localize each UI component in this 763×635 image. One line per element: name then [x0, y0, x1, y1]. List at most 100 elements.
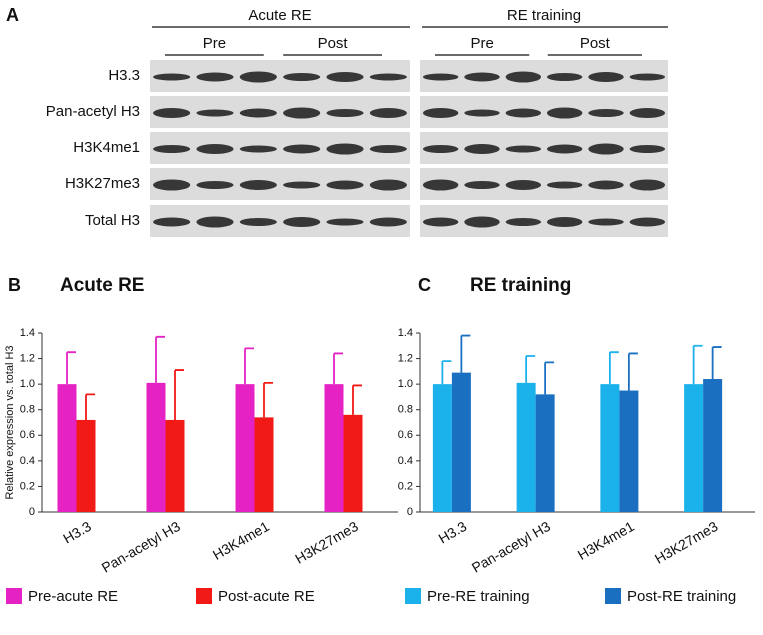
group-title: Acute RE [248, 7, 311, 24]
blot-band [283, 217, 321, 227]
x-tick-label: Pan-acetyl H3 [469, 518, 553, 576]
blot-band [239, 71, 277, 83]
bar [516, 382, 536, 512]
blot-band [283, 144, 321, 154]
x-tick-label: Pan-acetyl H3 [99, 518, 183, 576]
y-tick-label: 1.2 [20, 352, 35, 364]
error-bar [525, 355, 536, 383]
blot-band [196, 144, 234, 154]
panel-letter: C [418, 275, 431, 295]
legend-label: Pre-acute RE [28, 588, 118, 605]
y-tick-label: 1.2 [398, 352, 413, 364]
blot-band [546, 73, 583, 81]
x-tick-label: H3K27me3 [652, 518, 721, 567]
blot-strip [420, 96, 668, 128]
row-label: Pan-acetyl H3 [46, 103, 140, 120]
error-bar [352, 384, 362, 415]
row-label: H3K27me3 [65, 175, 140, 192]
error-bar [608, 351, 619, 385]
blot-band [629, 108, 666, 118]
y-tick-label: 0.6 [398, 429, 413, 441]
phase-label: Post [580, 35, 611, 52]
chart-title: RE training [470, 275, 571, 296]
y-axis-label: Relative expression vs. total H3 [4, 345, 16, 499]
y-tick-label: 0.2 [398, 480, 413, 492]
blot-band [239, 218, 277, 226]
y-tick-label: 0.6 [20, 429, 35, 441]
blot-band [629, 179, 666, 191]
blot-band [588, 218, 624, 226]
blot-band [588, 109, 624, 117]
blot-band [422, 145, 459, 153]
blot-band [422, 217, 459, 227]
error-bar [66, 351, 76, 385]
blot-band [546, 217, 583, 227]
y-tick-label: 1.0 [20, 378, 35, 390]
blot-strip [420, 205, 668, 237]
blot-strip [150, 205, 410, 237]
bar [235, 384, 255, 512]
bar [165, 419, 185, 512]
legend-swatch [196, 588, 212, 604]
bar [324, 384, 344, 512]
blot-strip [150, 96, 410, 128]
blot-band [196, 72, 234, 82]
blot-band [283, 73, 321, 81]
blot-band [153, 145, 191, 153]
blot-strip [420, 60, 668, 92]
blot-band [546, 144, 583, 154]
blot-band [369, 179, 407, 191]
error-bar [544, 361, 555, 395]
blot-band [629, 73, 666, 81]
bar [76, 419, 96, 512]
x-tick-label: H3.3 [60, 518, 94, 547]
y-tick-label: 0.4 [398, 455, 413, 467]
blot-band [196, 109, 234, 117]
blot-band [546, 181, 583, 189]
row-label: H3.3 [108, 67, 140, 84]
blot-band [422, 73, 459, 81]
error-bar [627, 352, 638, 391]
error-bar [174, 369, 184, 420]
blot-band [505, 145, 542, 153]
blot-band [505, 218, 542, 226]
blot-band [464, 144, 500, 154]
blot-band [369, 73, 407, 81]
blot-strip [150, 60, 410, 92]
error-bar [692, 344, 703, 385]
bar [343, 414, 363, 512]
legend-swatch [6, 588, 22, 604]
blot-band [153, 73, 191, 81]
y-tick-label: 0.4 [20, 455, 35, 467]
blot-band [369, 217, 407, 227]
blot-band [326, 143, 364, 155]
row-label: Total H3 [85, 212, 140, 229]
blot-band [239, 145, 277, 153]
blot-strip [420, 132, 668, 164]
error-bar [263, 381, 273, 418]
blot-band [326, 218, 364, 226]
blot-band [153, 108, 191, 118]
y-tick-label: 0.8 [20, 404, 35, 416]
blot-band [422, 108, 459, 118]
panel-letter: B [8, 275, 21, 295]
phase-label: Post [318, 35, 349, 52]
bar [600, 384, 620, 512]
blot-band [588, 72, 624, 82]
bar [146, 382, 166, 512]
blot-strip [150, 168, 410, 200]
blot-strip [150, 132, 410, 164]
blot-band [326, 180, 364, 190]
blot-band [464, 216, 500, 228]
y-tick-label: 0.8 [398, 404, 413, 416]
bar [254, 417, 274, 512]
y-tick-label: 1.4 [20, 327, 35, 339]
error-bar [711, 346, 722, 380]
error-bar [333, 352, 343, 385]
blot-band [422, 179, 459, 191]
blot-band [153, 217, 191, 227]
blot-band [369, 145, 407, 153]
error-bar [441, 360, 452, 385]
blot-band [546, 107, 583, 119]
